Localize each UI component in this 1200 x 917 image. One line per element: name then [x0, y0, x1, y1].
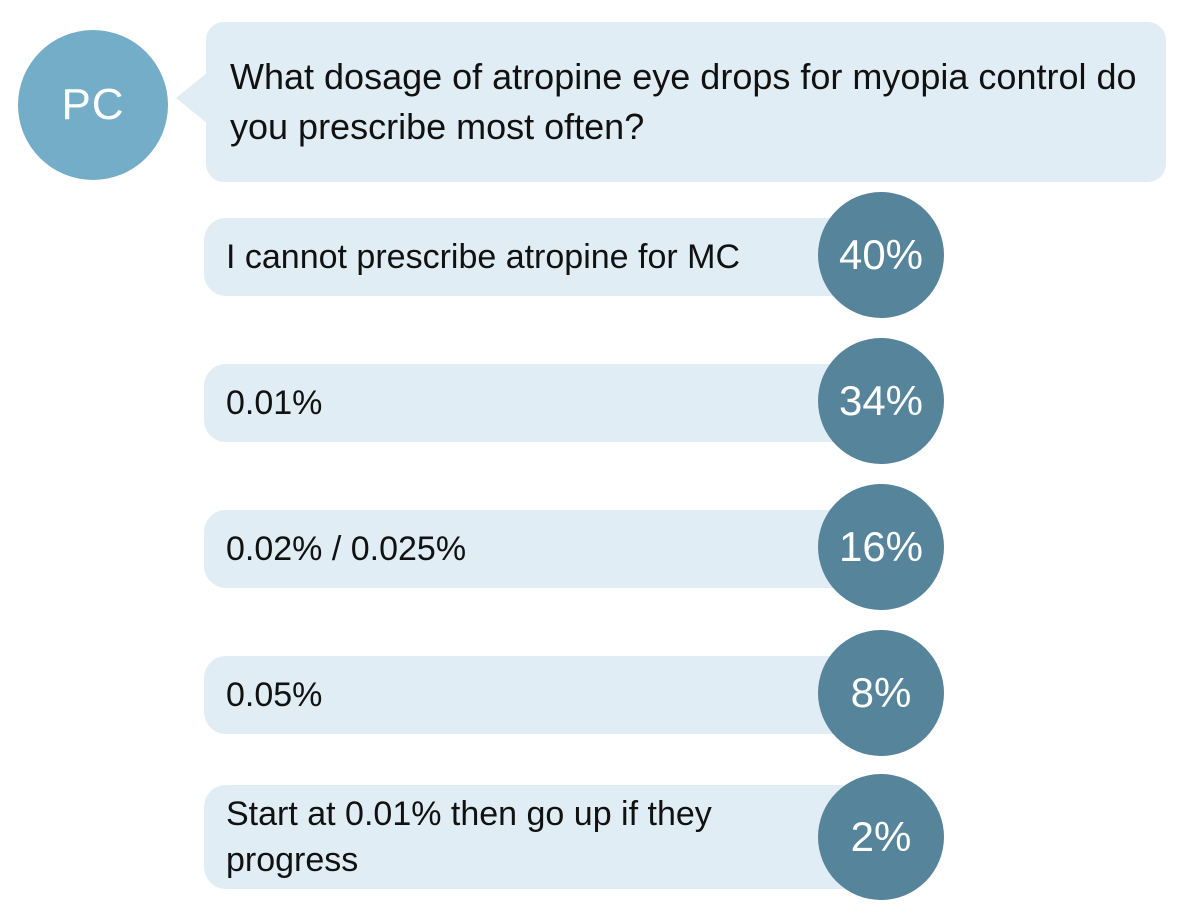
question-bubble-tail	[176, 72, 208, 124]
poll-option-3[interactable]: 0.02% / 0.025%	[204, 510, 894, 588]
option-percent-badge: 8%	[818, 630, 944, 756]
option-label: 0.05%	[226, 676, 323, 714]
option-percent-badge: 34%	[818, 338, 944, 464]
option-label: Start at 0.01% then go up if they progre…	[226, 795, 712, 879]
option-label: 0.02% / 0.025%	[226, 530, 467, 568]
option-percent: 40%	[838, 231, 924, 278]
option-percent-badge: 2%	[818, 774, 944, 900]
avatar-initials: PC	[61, 80, 125, 129]
poll-option-1[interactable]: I cannot prescribe atropine for MC	[204, 218, 894, 296]
option-percent: 34%	[838, 377, 924, 424]
question-bubble: What dosage of atropine eye drops for my…	[206, 22, 1166, 182]
option-label: 0.01%	[226, 384, 323, 422]
poll-option-4[interactable]: 0.05%	[204, 656, 894, 734]
poll-option-2[interactable]: 0.01%	[204, 364, 894, 442]
option-percent: 16%	[838, 523, 924, 570]
option-percent-badge: 16%	[818, 484, 944, 610]
poll-question: What dosage of atropine eye drops for my…	[230, 56, 1137, 147]
option-percent-badge: 40%	[818, 192, 944, 318]
option-percent: 2%	[850, 813, 912, 860]
poll-option-5[interactable]: Start at 0.01% then go up if they progre…	[204, 785, 894, 889]
option-label: I cannot prescribe atropine for MC	[226, 238, 741, 276]
avatar: PC	[18, 30, 168, 180]
option-percent: 8%	[850, 669, 912, 716]
